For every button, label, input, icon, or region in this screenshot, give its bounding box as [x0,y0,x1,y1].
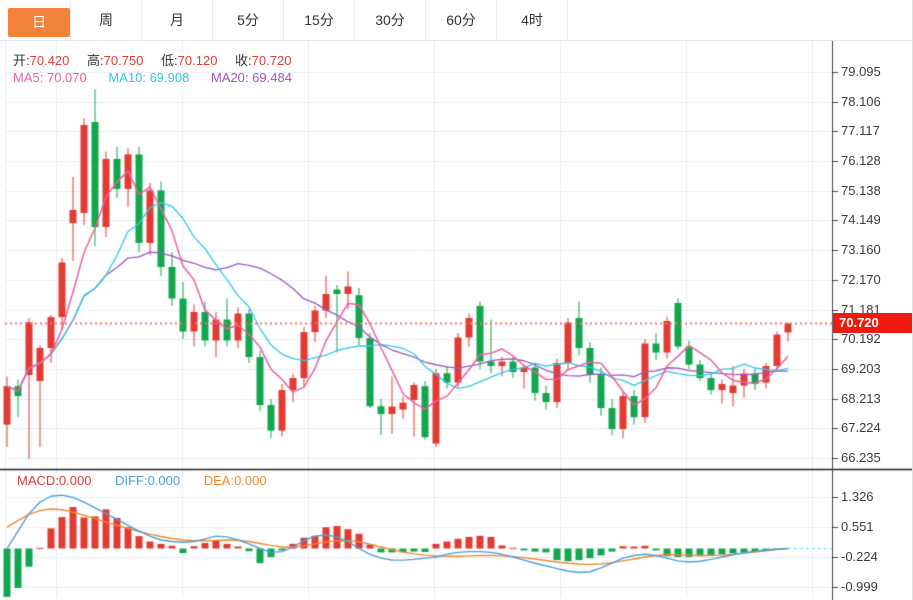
tab-日[interactable]: 日 [0,0,71,40]
tab-label: 周 [99,12,113,28]
ohlc-legend: 开:70.420 高:70.750 低:70.120 收:70.720 [13,50,291,69]
price-axis-label: 74.149 [841,212,881,228]
macd-label: MACD: [17,473,59,488]
tab-30分[interactable]: 30分 [355,0,426,40]
open-label: 开: [13,53,30,68]
ma5-value: 70.070 [46,70,87,85]
tab-label: 15分 [304,12,334,28]
close-value: 70.720 [251,53,292,68]
open-value: 70.420 [29,53,70,68]
tab-label: 日 [8,8,70,37]
diff-label: DIFF: [115,473,148,488]
high-value: 70.750 [103,53,144,68]
diff-value: 0.000 [147,473,181,488]
close-label: 收: [235,53,252,68]
price-axis-label: 76.128 [841,153,881,169]
macd-axis-label: -0.224 [841,549,878,565]
low-label: 低: [161,53,178,68]
price-axis-label: 68.213 [841,390,881,406]
price-axis-label: 77.117 [841,123,880,139]
tab-label: 5分 [237,12,259,28]
current-price-badge: 70.720 [833,313,912,334]
price-axis-label: 75.138 [841,182,881,198]
tab-周[interactable]: 周 [71,0,142,40]
tab-15分[interactable]: 15分 [284,0,355,40]
tab-4时[interactable]: 4时 [497,0,568,40]
tab-5分[interactable]: 5分 [213,0,284,40]
macd-axis-label: -0.999 [841,579,878,595]
tab-label: 60分 [446,12,476,28]
macd-value: 0.000 [58,473,92,488]
dea-value: 0.000 [234,473,267,488]
ma-legend: MA5: 70.070 MA10: 69.908 MA20: 69.484 [13,70,292,85]
tab-label: 30分 [375,12,405,28]
price-axis-label: 70.192 [841,331,881,347]
price-axis-label: 78.106 [841,93,881,109]
dea-label: DEA: [203,473,235,488]
tab-label: 4时 [521,12,543,28]
macd-legend: MACD:0.000 DIFF:0.000 DEA:0.000 [17,473,267,488]
price-axis-label: 67.224 [841,420,881,436]
ma20-value: 69.484 [252,70,292,85]
ma5-label: MA5: [13,70,44,85]
macd-axis-label: 0.551 [841,519,874,535]
ma10-value: 69.908 [149,70,190,85]
macd-axis-label: 1.326 [841,489,874,505]
price-axis-label: 72.170 [841,271,881,287]
price-axis-label: 71.181 [841,301,881,317]
low-value: 70.120 [177,53,218,68]
tab-label: 月 [170,12,184,28]
high-label: 高: [87,53,104,68]
interval-tabbar: 日 周 月 5分 15分 30分 60分 4时 [0,0,912,41]
price-axis-label: 73.160 [841,242,881,258]
ma20-label: MA20: [210,70,249,85]
price-axis-label: 66.235 [841,450,881,466]
price-axis-label: 69.203 [841,360,881,376]
tab-60分[interactable]: 60分 [426,0,497,40]
price-axis-label: 79.095 [841,64,881,79]
ma10-label: MA10: [108,70,146,85]
tab-月[interactable]: 月 [142,0,213,40]
